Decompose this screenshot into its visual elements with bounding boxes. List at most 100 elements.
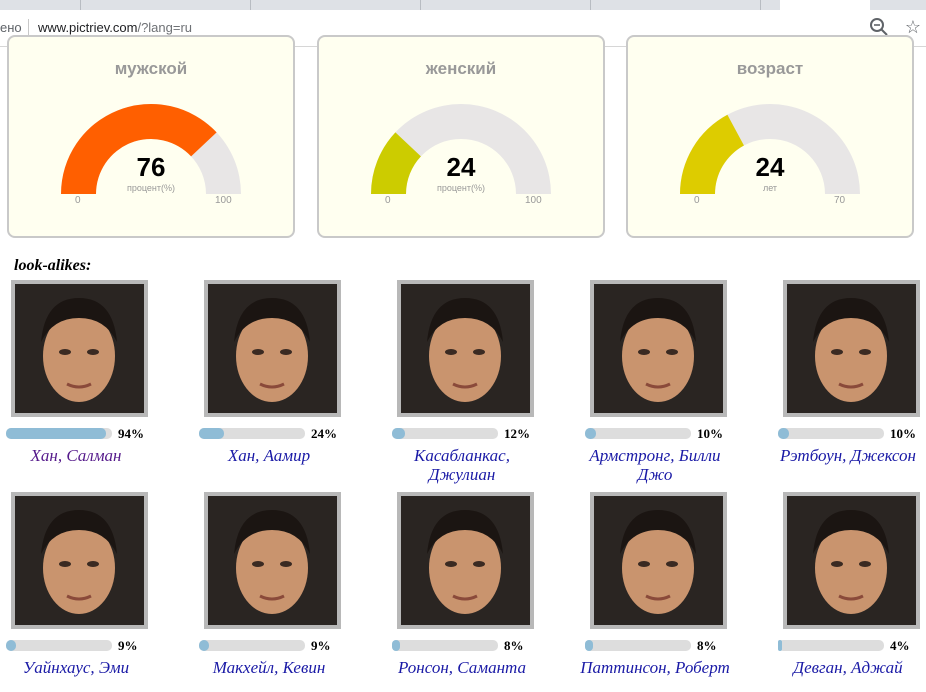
lookalike-photo[interactable] (397, 280, 534, 417)
similarity-percent: 9% (311, 638, 331, 653)
lookalike-photo[interactable] (204, 492, 341, 629)
similarity-bar (199, 428, 305, 439)
lookalike-name-link[interactable]: Девган, Аджай (793, 658, 903, 677)
lookalike-name-link[interactable]: Паттинсон, Роберт (580, 658, 730, 677)
gauge-title: женский (425, 59, 497, 78)
similarity-bar (585, 428, 691, 439)
active-browser-tab[interactable] (780, 0, 870, 10)
similarity-percent: 8% (504, 638, 524, 653)
lookalike-item: 9% Уайнхаус, Эми (6, 492, 191, 692)
lookalike-photo[interactable] (11, 280, 148, 417)
face-photo-icon (15, 496, 144, 625)
gauge-min-label: 0 (385, 195, 391, 206)
similarity-percent: 8% (697, 638, 717, 653)
similarity-bar (585, 640, 691, 651)
similarity-bar-fill (392, 640, 401, 651)
face-photo-icon (787, 284, 916, 413)
similarity-percent: 24% (311, 426, 337, 441)
gauge-arc (61, 104, 241, 194)
gauge-fill (680, 114, 744, 194)
lookalike-name-link[interactable]: Армстронг, Билли Джо (589, 446, 721, 484)
lookalike-name-link[interactable]: Макхейл, Кевин (212, 658, 326, 677)
lookalike-photo[interactable] (590, 492, 727, 629)
similarity-bar (6, 640, 112, 651)
face-photo-icon (594, 284, 723, 413)
gauge-min-label: 0 (694, 195, 700, 206)
similarity-percent: 94% (118, 426, 144, 441)
browser-tab[interactable] (80, 0, 251, 10)
lookalike-photo[interactable] (397, 492, 534, 629)
lookalike-item: 8% Ронсон, Саманта (392, 492, 577, 692)
star-icon[interactable]: ☆ (904, 17, 922, 37)
lookalike-name-link[interactable]: Рэтбоун, Джексон (780, 446, 916, 465)
lookalike-photo[interactable] (783, 492, 920, 629)
similarity-bar-fill (585, 428, 596, 439)
lookalike-item: 94% Хан, Салман (6, 280, 191, 480)
similarity-bar (778, 428, 884, 439)
lookalike-photo[interactable] (11, 492, 148, 629)
gauge-max-label: 100 (215, 195, 232, 206)
gauge-track (371, 104, 551, 194)
gauge-unit-label: процент(%) (436, 183, 486, 193)
gauge-fill (371, 132, 421, 194)
url-text[interactable]: www.pictriev.com/?lang=ru (38, 20, 193, 35)
lookalike-item: 8% Паттинсон, Роберт (580, 492, 770, 692)
face-photo-icon (208, 284, 337, 413)
lookalike-photo[interactable] (783, 280, 920, 417)
lookalike-name-link[interactable]: Касабланкас, Джулиан (414, 446, 510, 484)
similarity-bar-fill (199, 428, 225, 439)
similarity-bar (392, 428, 498, 439)
browser-tab[interactable] (590, 0, 761, 10)
similarity-percent: 10% (890, 426, 916, 441)
page-content: мужской 76 процент(%) 0 100 женский 24 процент(… (0, 35, 926, 681)
tab-strip (0, 0, 926, 10)
similarity-bar (392, 640, 498, 651)
face-photo-icon (208, 496, 337, 625)
similarity-bar-fill (778, 640, 783, 651)
browser-tab[interactable] (0, 0, 81, 10)
zoom-icon[interactable] (868, 16, 890, 38)
lookalike-photo[interactable] (590, 280, 727, 417)
gauge-value: 76 (136, 152, 166, 182)
security-status-text: ено (0, 20, 22, 35)
face-photo-icon (401, 496, 530, 625)
gauge-unit-label: процент(%) (126, 183, 176, 193)
gauge-card: женский 24 процент(%) 0 100 (317, 35, 605, 238)
similarity-bar-fill (585, 640, 594, 651)
browser-tab[interactable] (420, 0, 591, 10)
similarity-bar (6, 428, 112, 439)
gauge-value: 24 (446, 152, 476, 182)
lookalike-item: 9% Макхейл, Кевин (199, 492, 384, 692)
similarity-bar (778, 640, 884, 651)
face-photo-icon (401, 284, 530, 413)
similarity-percent: 9% (118, 638, 138, 653)
gauge-card: возраст 24 лет 0 70 (626, 35, 914, 238)
face-photo-icon (15, 284, 144, 413)
similarity-bar-fill (778, 428, 789, 439)
similarity-bar-fill (199, 640, 209, 651)
lookalike-name-link[interactable]: Ронсон, Саманта (398, 658, 526, 677)
lookalike-item: 24% Хан, Аамир (199, 280, 384, 480)
lookalike-item: 10% Рэтбоун, Джексон (778, 280, 926, 480)
gauge-title: мужской (114, 59, 188, 78)
gauge-unit-label: лет (762, 183, 778, 193)
face-photo-icon (787, 496, 916, 625)
gauge-title: возраст (736, 59, 804, 78)
lookalike-name-link[interactable]: Хан, Аамир (227, 446, 311, 465)
similarity-percent: 4% (890, 638, 910, 653)
gauge-card: мужской 76 процент(%) 0 100 (7, 35, 295, 238)
gauge-fill (61, 104, 217, 194)
lookalike-name-link[interactable]: Хан, Салман (30, 446, 122, 465)
lookalike-name-link[interactable]: Уайнхаус, Эми (22, 658, 130, 677)
browser-tab[interactable] (250, 0, 421, 10)
similarity-bar-fill (6, 428, 106, 439)
lookalike-item: 4% Девган, Аджай (778, 492, 926, 692)
gauge-arc (371, 104, 551, 194)
gauge-value: 24 (755, 152, 785, 182)
gauge-min-label: 0 (75, 195, 81, 206)
lookalike-photo[interactable] (204, 280, 341, 417)
gauge-max-label: 100 (525, 195, 542, 206)
gauge-max-label: 70 (834, 195, 846, 206)
similarity-bar-fill (392, 428, 405, 439)
similarity-percent: 10% (697, 426, 723, 441)
